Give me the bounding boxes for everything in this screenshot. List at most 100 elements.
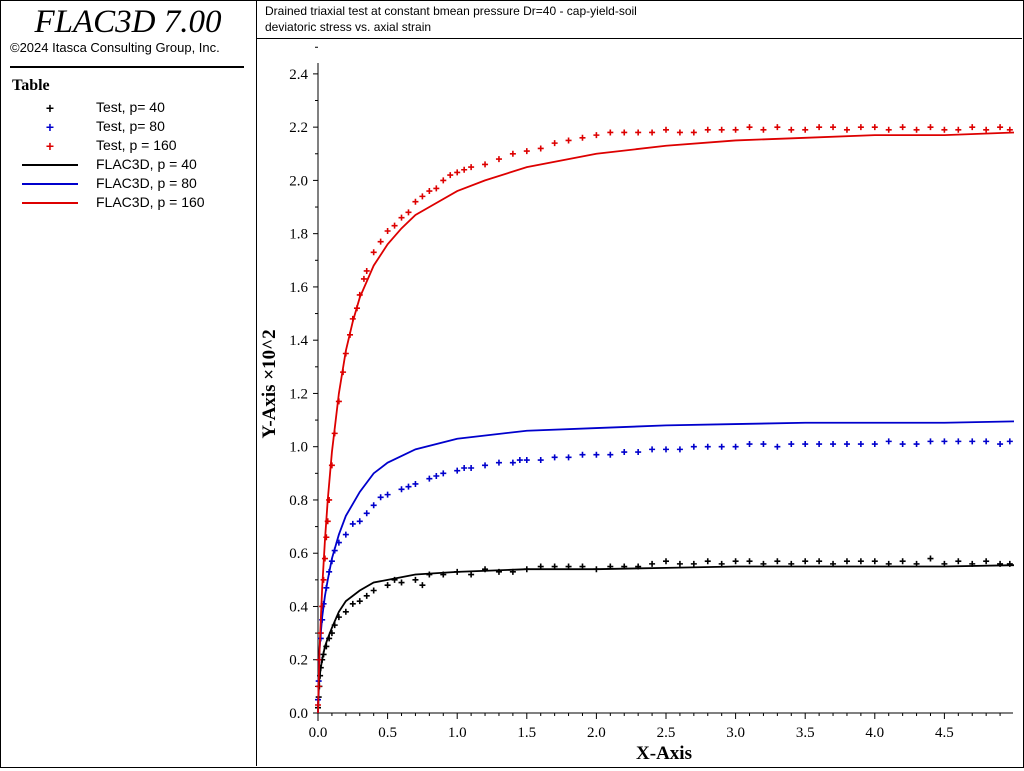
data-point	[732, 126, 739, 133]
legend-item: FLAC3D, p = 40	[20, 155, 250, 174]
data-point	[565, 454, 572, 461]
data-point	[690, 443, 697, 450]
y-tick-label: 0.0	[289, 706, 308, 722]
legend-label: FLAC3D, p = 160	[96, 194, 205, 210]
data-point	[593, 451, 600, 458]
data-point	[718, 126, 725, 133]
data-point	[732, 558, 739, 565]
data-point	[704, 443, 711, 450]
data-point	[363, 592, 370, 599]
data-point	[433, 472, 440, 479]
data-point	[461, 166, 468, 173]
data-point	[593, 132, 600, 139]
x-axis-label: X-Axis	[636, 743, 692, 764]
data-point	[537, 457, 544, 464]
y-tick-label: 2.4	[289, 67, 308, 83]
data-point	[412, 480, 419, 487]
data-point	[718, 560, 725, 567]
data-point	[830, 441, 837, 448]
x-tick-label: 1.5	[517, 725, 536, 741]
data-point	[342, 531, 349, 538]
series-line-5	[317, 131, 1015, 714]
data-point	[899, 441, 906, 448]
data-point	[871, 558, 878, 565]
data-point	[969, 438, 976, 445]
plot-subtitle: deviatoric stress vs. axial strain	[265, 20, 432, 34]
data-point	[927, 438, 934, 445]
data-point	[899, 558, 906, 565]
data-point	[843, 441, 850, 448]
data-point	[391, 222, 398, 229]
data-point	[579, 134, 586, 141]
data-point	[398, 486, 405, 493]
data-point	[398, 579, 405, 586]
data-point	[370, 587, 377, 594]
y-tick-label: 1.6	[289, 280, 308, 296]
data-point	[704, 558, 711, 565]
data-point	[802, 558, 809, 565]
data-point	[398, 214, 405, 221]
plot-header: Drained triaxial test at constant bmean …	[257, 0, 1022, 39]
data-point	[551, 140, 558, 147]
data-point	[718, 443, 725, 450]
data-point	[941, 126, 948, 133]
data-point	[871, 124, 878, 131]
data-point	[565, 137, 572, 144]
data-point	[621, 129, 628, 136]
data-point	[913, 126, 920, 133]
x-tick-label: 4.0	[865, 725, 884, 741]
data-point	[377, 494, 384, 501]
data-point	[426, 475, 433, 482]
legend: + Test, p= 40 + Test, p= 80 + Test, p = 160 FL…	[20, 98, 250, 212]
data-point	[621, 449, 628, 456]
data-point	[760, 441, 767, 448]
data-point	[690, 129, 697, 136]
data-point	[983, 126, 990, 133]
data-point	[1006, 438, 1013, 445]
data-point	[830, 124, 837, 131]
plot-area[interactable]: 0.0 0.2 0.4 0.6 0.8 1.0 1.2 1.4 1.6 1.8 2.0 2.2 2.4 0…	[257, 39, 1022, 766]
data-point	[676, 446, 683, 453]
legend-line-icon	[22, 183, 78, 185]
data-point	[746, 124, 753, 131]
data-point	[816, 558, 823, 565]
data-point	[690, 560, 697, 567]
legend-label: FLAC3D, p = 80	[96, 175, 197, 191]
data-point	[746, 441, 753, 448]
y-tick-label: 1.0	[289, 440, 308, 456]
data-point	[384, 227, 391, 234]
x-tick-label: 0.5	[378, 725, 397, 741]
data-point	[955, 126, 962, 133]
legend-label: Test, p= 80	[96, 118, 165, 134]
legend-marker-icon: +	[45, 118, 55, 135]
data-point	[941, 438, 948, 445]
data-point	[899, 124, 906, 131]
data-point	[509, 150, 516, 157]
data-point	[363, 510, 370, 517]
data-point	[360, 275, 367, 282]
data-point	[649, 446, 656, 453]
data-point	[732, 443, 739, 450]
data-point	[983, 558, 990, 565]
data-point	[676, 129, 683, 136]
data-point	[607, 451, 614, 458]
legend-label: FLAC3D, p = 40	[96, 156, 197, 172]
data-point	[663, 558, 669, 565]
data-point	[363, 267, 370, 274]
x-tick-label: 2.0	[587, 725, 606, 741]
x-tick-label: 4.5	[935, 725, 954, 741]
data-point	[871, 441, 878, 448]
data-point	[342, 608, 349, 615]
legend-item: FLAC3D, p = 160	[20, 193, 250, 212]
data-point	[454, 467, 461, 474]
legend-item: FLAC3D, p = 80	[20, 174, 250, 193]
legend-label: Test, p= 40	[96, 99, 165, 115]
data-point	[774, 443, 781, 450]
data-point	[426, 188, 433, 195]
data-point	[663, 446, 669, 453]
data-point	[454, 169, 461, 176]
data-point	[468, 465, 475, 472]
plot-title: Drained triaxial test at constant bmean …	[265, 4, 637, 18]
data-point	[433, 185, 440, 192]
x-tick-label: 0.0	[309, 725, 328, 741]
